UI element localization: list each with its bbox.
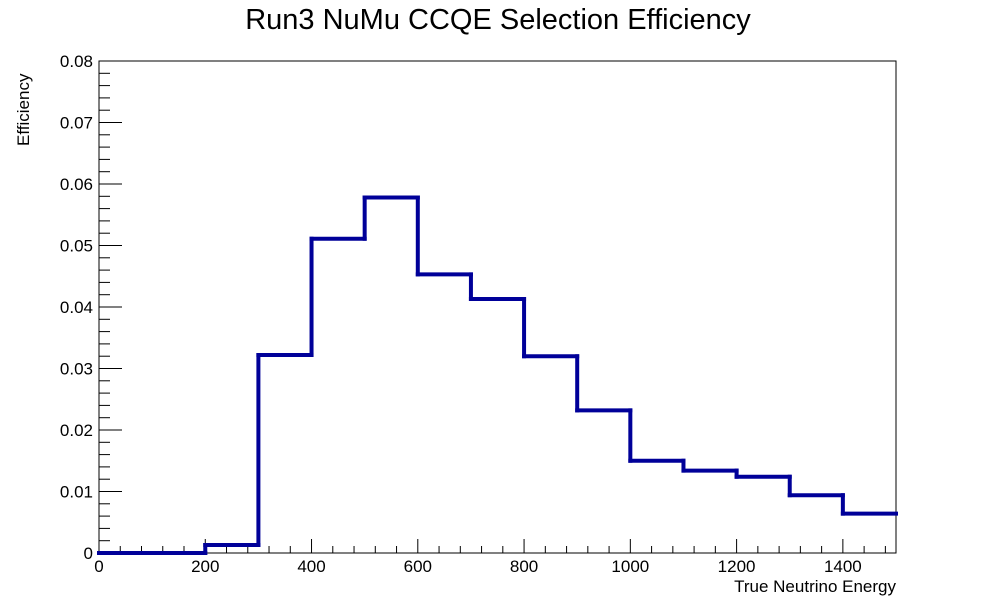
x-tick-label: 400 xyxy=(297,557,325,576)
y-tick-label: 0.07 xyxy=(60,114,93,133)
x-tick-label: 600 xyxy=(404,557,432,576)
histogram-bins xyxy=(97,195,898,555)
plot-frame xyxy=(98,60,897,554)
y-tick-label: 0 xyxy=(84,544,93,563)
y-tick-label: 0.03 xyxy=(60,360,93,379)
y-tick-label: 0.01 xyxy=(60,483,93,502)
axis-ticks xyxy=(98,60,886,554)
x-axis-label: True Neutrino Energy xyxy=(734,577,896,596)
y-axis-label: Efficiency xyxy=(14,73,33,146)
x-tick-label: 0 xyxy=(94,557,103,576)
chart-title: Run3 NuMu CCQE Selection Efficiency xyxy=(245,4,751,36)
x-tick-label: 800 xyxy=(510,557,538,576)
y-tick-label: 0.08 xyxy=(60,52,93,71)
x-tick-label: 1200 xyxy=(718,557,756,576)
x-tick-label: 1000 xyxy=(611,557,649,576)
y-tick-label: 0.05 xyxy=(60,237,93,256)
x-tick-label: 200 xyxy=(191,557,219,576)
y-tick-label: 0.06 xyxy=(60,175,93,194)
y-tick-label: 0.02 xyxy=(60,421,93,440)
x-tick-label: 1400 xyxy=(824,557,862,576)
y-tick-label: 0.04 xyxy=(60,298,93,317)
axis-tick-labels: 0 200 400 600 800 1000 1200 1400 0 0.01 0.02 0.03 0.… xyxy=(60,52,862,576)
